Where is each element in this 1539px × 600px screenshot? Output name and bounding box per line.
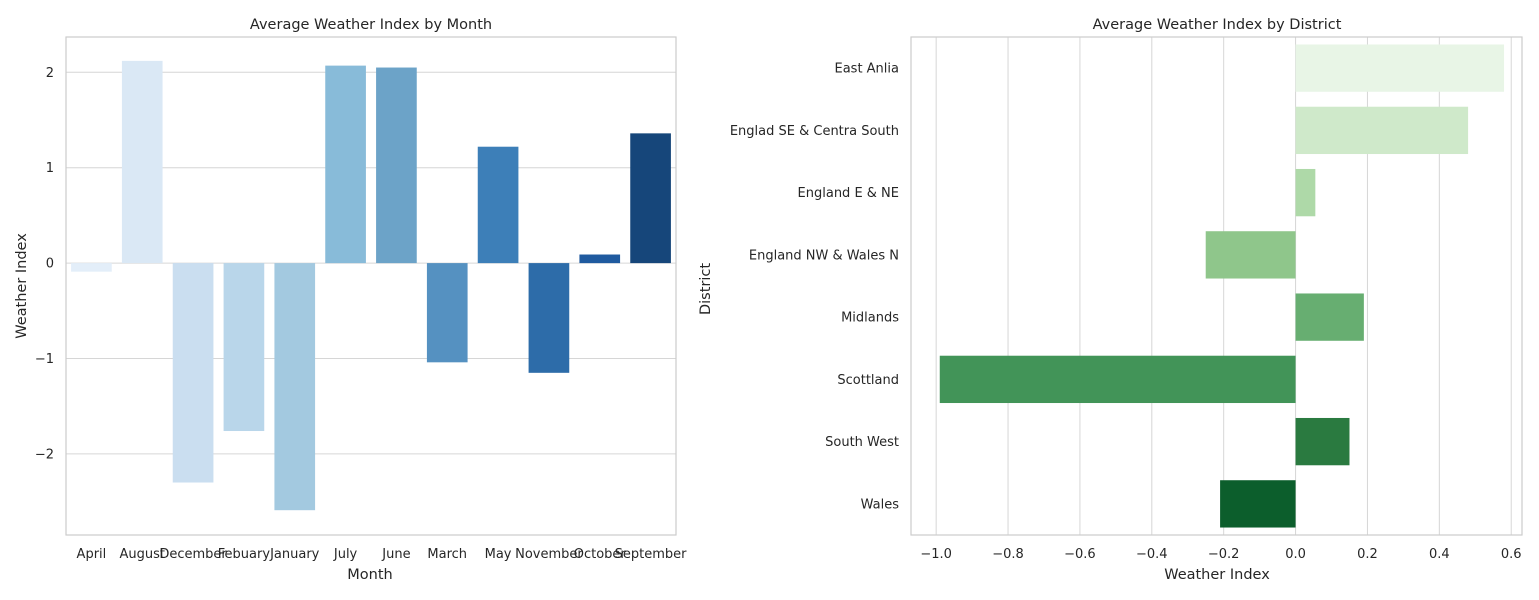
district-plot-frame (910, 36, 1523, 536)
month-x-tick-label: October (574, 547, 627, 562)
month-bar (376, 67, 417, 264)
month-bar (172, 263, 214, 483)
month-x-tick-label: August (120, 547, 166, 562)
month-x-tick-label: April (77, 547, 107, 562)
district-chart-title: Average Weather Index by District (1093, 17, 1342, 33)
district-bar (1220, 480, 1296, 528)
district-x-tick-label: 0.0 (1285, 547, 1306, 562)
month-bar (121, 60, 163, 264)
district-x-axis-label: Weather Index (1164, 567, 1270, 583)
district-y-tick-label: East Anlia (834, 62, 899, 77)
month-y-tick-label: 1 (46, 161, 54, 176)
district-bar (1295, 44, 1505, 92)
month-chart-title: Average Weather Index by Month (250, 17, 492, 33)
district-bar (1205, 231, 1296, 279)
district-x-tick-label: −0.4 (1136, 547, 1168, 562)
month-chart: Average Weather Index by Month 2 1 0 −1 −2 A… (14, 17, 687, 583)
district-x-tick-label: −0.2 (1208, 547, 1240, 562)
month-bar (223, 263, 265, 432)
district-y-tick-label: Wales (861, 497, 900, 512)
district-chart: Average Weather Index by District East A… (698, 17, 1523, 583)
district-x-tick-label: −0.6 (1064, 547, 1096, 562)
month-x-axis-label: Month (347, 567, 392, 583)
month-y-tick-label: −2 (35, 447, 54, 462)
district-y-tick-label: Midlands (841, 311, 899, 326)
month-bar (71, 263, 112, 272)
month-gridlines (66, 71, 676, 455)
district-y-tick-label: England E & NE (798, 186, 899, 201)
month-x-tick-label: Febuary (218, 547, 271, 562)
month-x-tick-label: March (427, 547, 467, 562)
district-bar (1295, 417, 1350, 466)
district-bars (939, 44, 1505, 528)
month-y-tick-label: −1 (35, 352, 54, 367)
district-x-tick-label: −1.0 (920, 547, 952, 562)
month-x-tick-label: July (333, 547, 358, 562)
month-x-tick-label: September (615, 547, 688, 562)
month-bar (274, 263, 316, 511)
district-x-tick-label: −0.8 (992, 547, 1024, 562)
month-y-tick-label: 0 (46, 257, 54, 272)
district-bar (1295, 106, 1469, 155)
district-y-tick-label: Scottland (837, 373, 899, 388)
month-x-tick-label: June (381, 547, 410, 562)
month-bar (325, 65, 366, 264)
month-y-tick-label: 2 (46, 66, 54, 81)
district-x-tick-label: 0.6 (1501, 547, 1522, 562)
month-bar (477, 146, 519, 264)
district-bar (1295, 293, 1364, 341)
district-y-ticks: East Anlia Englad SE & Centra South Englan… (730, 62, 899, 513)
month-x-tick-label: December (159, 547, 227, 562)
district-bar (939, 355, 1296, 404)
month-x-tick-label: January (269, 547, 320, 562)
district-x-tick-label: 0.2 (1357, 547, 1378, 562)
month-x-tick-label: November (515, 547, 583, 562)
month-bar (528, 263, 570, 373)
district-y-axis-label: District (698, 263, 714, 315)
district-y-tick-label: Englad SE & Centra South (730, 124, 899, 139)
district-x-tick-label: 0.4 (1429, 547, 1450, 562)
district-y-tick-label: South West (825, 435, 899, 450)
district-y-tick-label: England NW & Wales N (749, 248, 899, 263)
month-y-ticks: 2 1 0 −1 −2 (35, 66, 54, 463)
month-bar (426, 263, 468, 363)
month-bar (630, 133, 671, 264)
month-y-axis-label: Weather Index (14, 233, 30, 339)
district-bar (1295, 168, 1316, 217)
district-x-ticks: −1.0 −0.8 −0.6 −0.4 −0.2 0.0 0.2 0.4 0.6 (920, 547, 1521, 562)
month-bars (71, 60, 671, 511)
month-x-tick-label: May (485, 547, 512, 562)
month-plot-frame (65, 36, 677, 536)
month-bar (579, 254, 621, 264)
